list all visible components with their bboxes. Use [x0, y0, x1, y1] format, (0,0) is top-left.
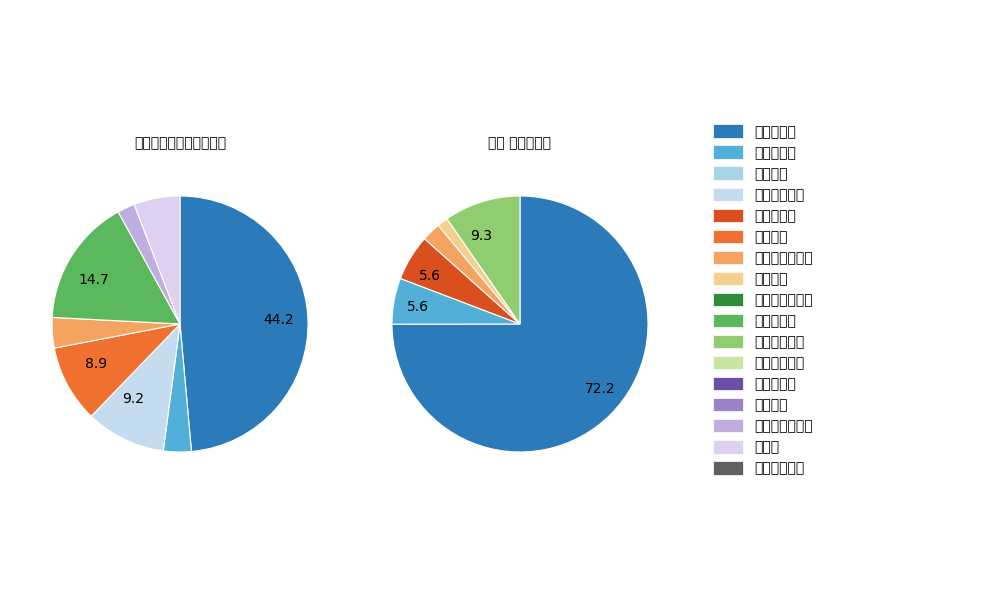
Wedge shape — [134, 196, 180, 324]
Wedge shape — [54, 324, 180, 416]
Wedge shape — [91, 324, 180, 451]
Text: 72.2: 72.2 — [585, 382, 616, 396]
Wedge shape — [52, 212, 180, 324]
Wedge shape — [400, 239, 520, 324]
Wedge shape — [425, 226, 520, 324]
Text: 9.2: 9.2 — [122, 392, 144, 406]
Text: 5.6: 5.6 — [407, 301, 429, 314]
Text: 9.3: 9.3 — [470, 229, 492, 243]
Wedge shape — [447, 196, 520, 324]
Wedge shape — [180, 196, 308, 451]
Wedge shape — [52, 317, 180, 348]
Wedge shape — [118, 205, 180, 324]
Wedge shape — [163, 324, 191, 452]
Wedge shape — [392, 196, 648, 452]
Wedge shape — [438, 219, 520, 324]
Text: 44.2: 44.2 — [263, 313, 294, 327]
Title: セ・リーグ全プレイヤー: セ・リーグ全プレイヤー — [134, 136, 226, 151]
Title: 石田 健大　選手: 石田 健大 選手 — [488, 136, 552, 151]
Legend: ストレート, ツーシーム, シュート, カットボール, スプリット, フォーク, チェンジアップ, シンカー, 高速スライダー, スライダー, 縦スライダー, : ストレート, ツーシーム, シュート, カットボール, スプリット, フォーク,… — [707, 119, 818, 481]
Text: 8.9: 8.9 — [85, 356, 107, 371]
Text: 5.6: 5.6 — [419, 269, 441, 283]
Wedge shape — [392, 278, 520, 324]
Text: 14.7: 14.7 — [79, 273, 109, 287]
